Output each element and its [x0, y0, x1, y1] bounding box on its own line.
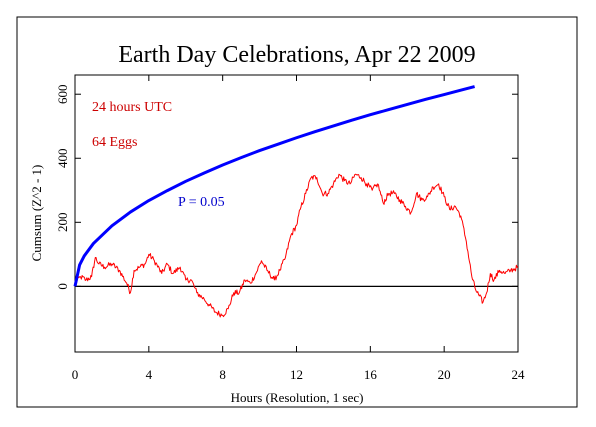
x-tick-label: 4 — [146, 367, 153, 382]
x-tick-label: 24 — [512, 367, 526, 382]
cumsum-series-line — [74, 173, 519, 318]
annotation-eggs: 64 Eggs — [92, 135, 138, 150]
x-tick-label: 0 — [72, 367, 79, 382]
x-axis-ticks: 0 4 8 12 16 20 24 — [72, 75, 525, 382]
y-tick-label: 600 — [55, 84, 70, 104]
x-tick-label: 20 — [438, 367, 451, 382]
y-tick-label: 400 — [55, 149, 70, 169]
x-tick-label: 16 — [364, 367, 378, 382]
chart-title: Earth Day Celebrations, Apr 22 2009 — [118, 42, 475, 68]
annotation-p-value: P = 0.05 — [178, 195, 225, 210]
annotation-duration: 24 hours UTC — [92, 100, 172, 115]
x-tick-label: 12 — [290, 367, 303, 382]
probability-envelope-line — [73, 85, 476, 287]
y-tick-label: 200 — [55, 213, 70, 233]
outer-frame — [16, 16, 578, 408]
x-axis-label: Hours (Resolution, 1 sec) — [231, 390, 364, 405]
y-tick-label: 0 — [55, 283, 70, 290]
x-tick-label: 8 — [219, 367, 226, 382]
y-axis-label: Cumsum (Z^2 - 1) — [29, 165, 44, 262]
y-axis-ticks: 0 200 400 600 — [55, 84, 518, 290]
